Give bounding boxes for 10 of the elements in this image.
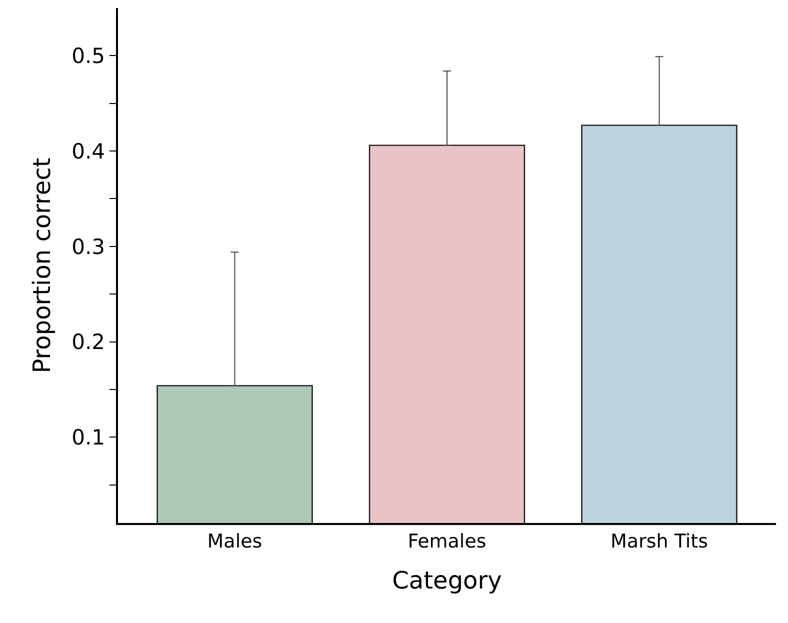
x-tick-label: Males — [207, 530, 262, 553]
y-tick-label: 0.4 — [72, 139, 106, 164]
x-tick-label: Marsh Tits — [610, 530, 708, 553]
y-axis-title: Proportion correct — [28, 158, 56, 374]
y-tick-label: 0.2 — [72, 330, 106, 354]
y-tick-label: 0.3 — [72, 234, 106, 259]
y-tick-label: 0.5 — [72, 44, 106, 68]
x-axis-title: Category — [392, 566, 502, 594]
x-tick-label: Females — [408, 530, 486, 553]
y-tick-label: 0.1 — [72, 426, 106, 450]
